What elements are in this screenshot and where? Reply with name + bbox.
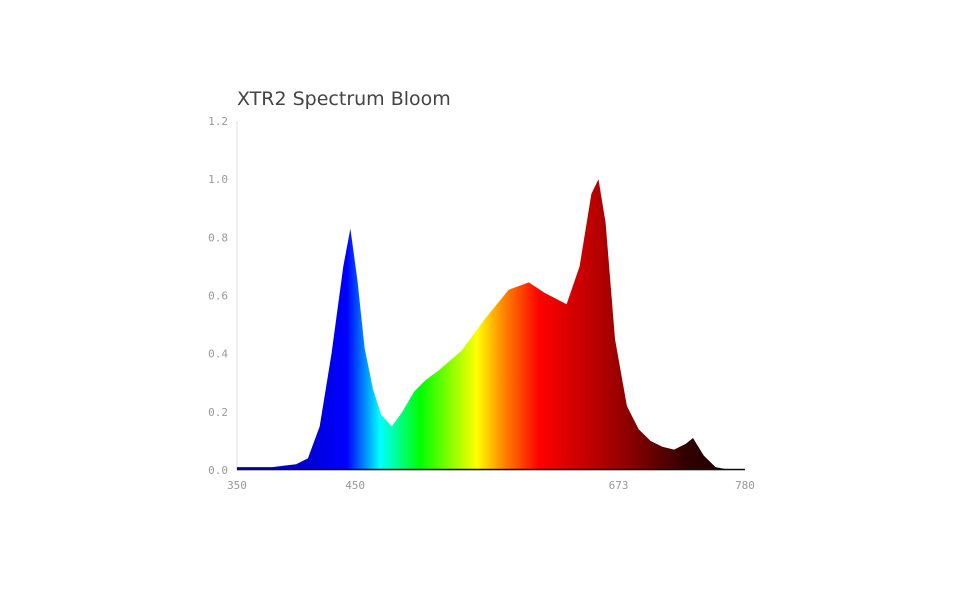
y-tick-label: 0.2 [208,406,228,419]
y-tick-label: 0.6 [208,290,228,303]
y-tick-label: 1.2 [208,115,228,128]
spectrum-area [237,179,745,470]
x-tick-label: 780 [735,479,755,492]
y-tick-label: 0.8 [208,231,228,244]
x-tick-label: 350 [227,479,247,492]
chart-title: XTR2 Spectrum Bloom [237,88,451,110]
y-tick-label: 0.0 [208,464,228,477]
x-tick-label: 450 [345,479,365,492]
y-tick-label: 1.0 [208,173,228,186]
y-tick-label: 0.4 [208,348,228,361]
x-tick-label: 673 [609,479,629,492]
